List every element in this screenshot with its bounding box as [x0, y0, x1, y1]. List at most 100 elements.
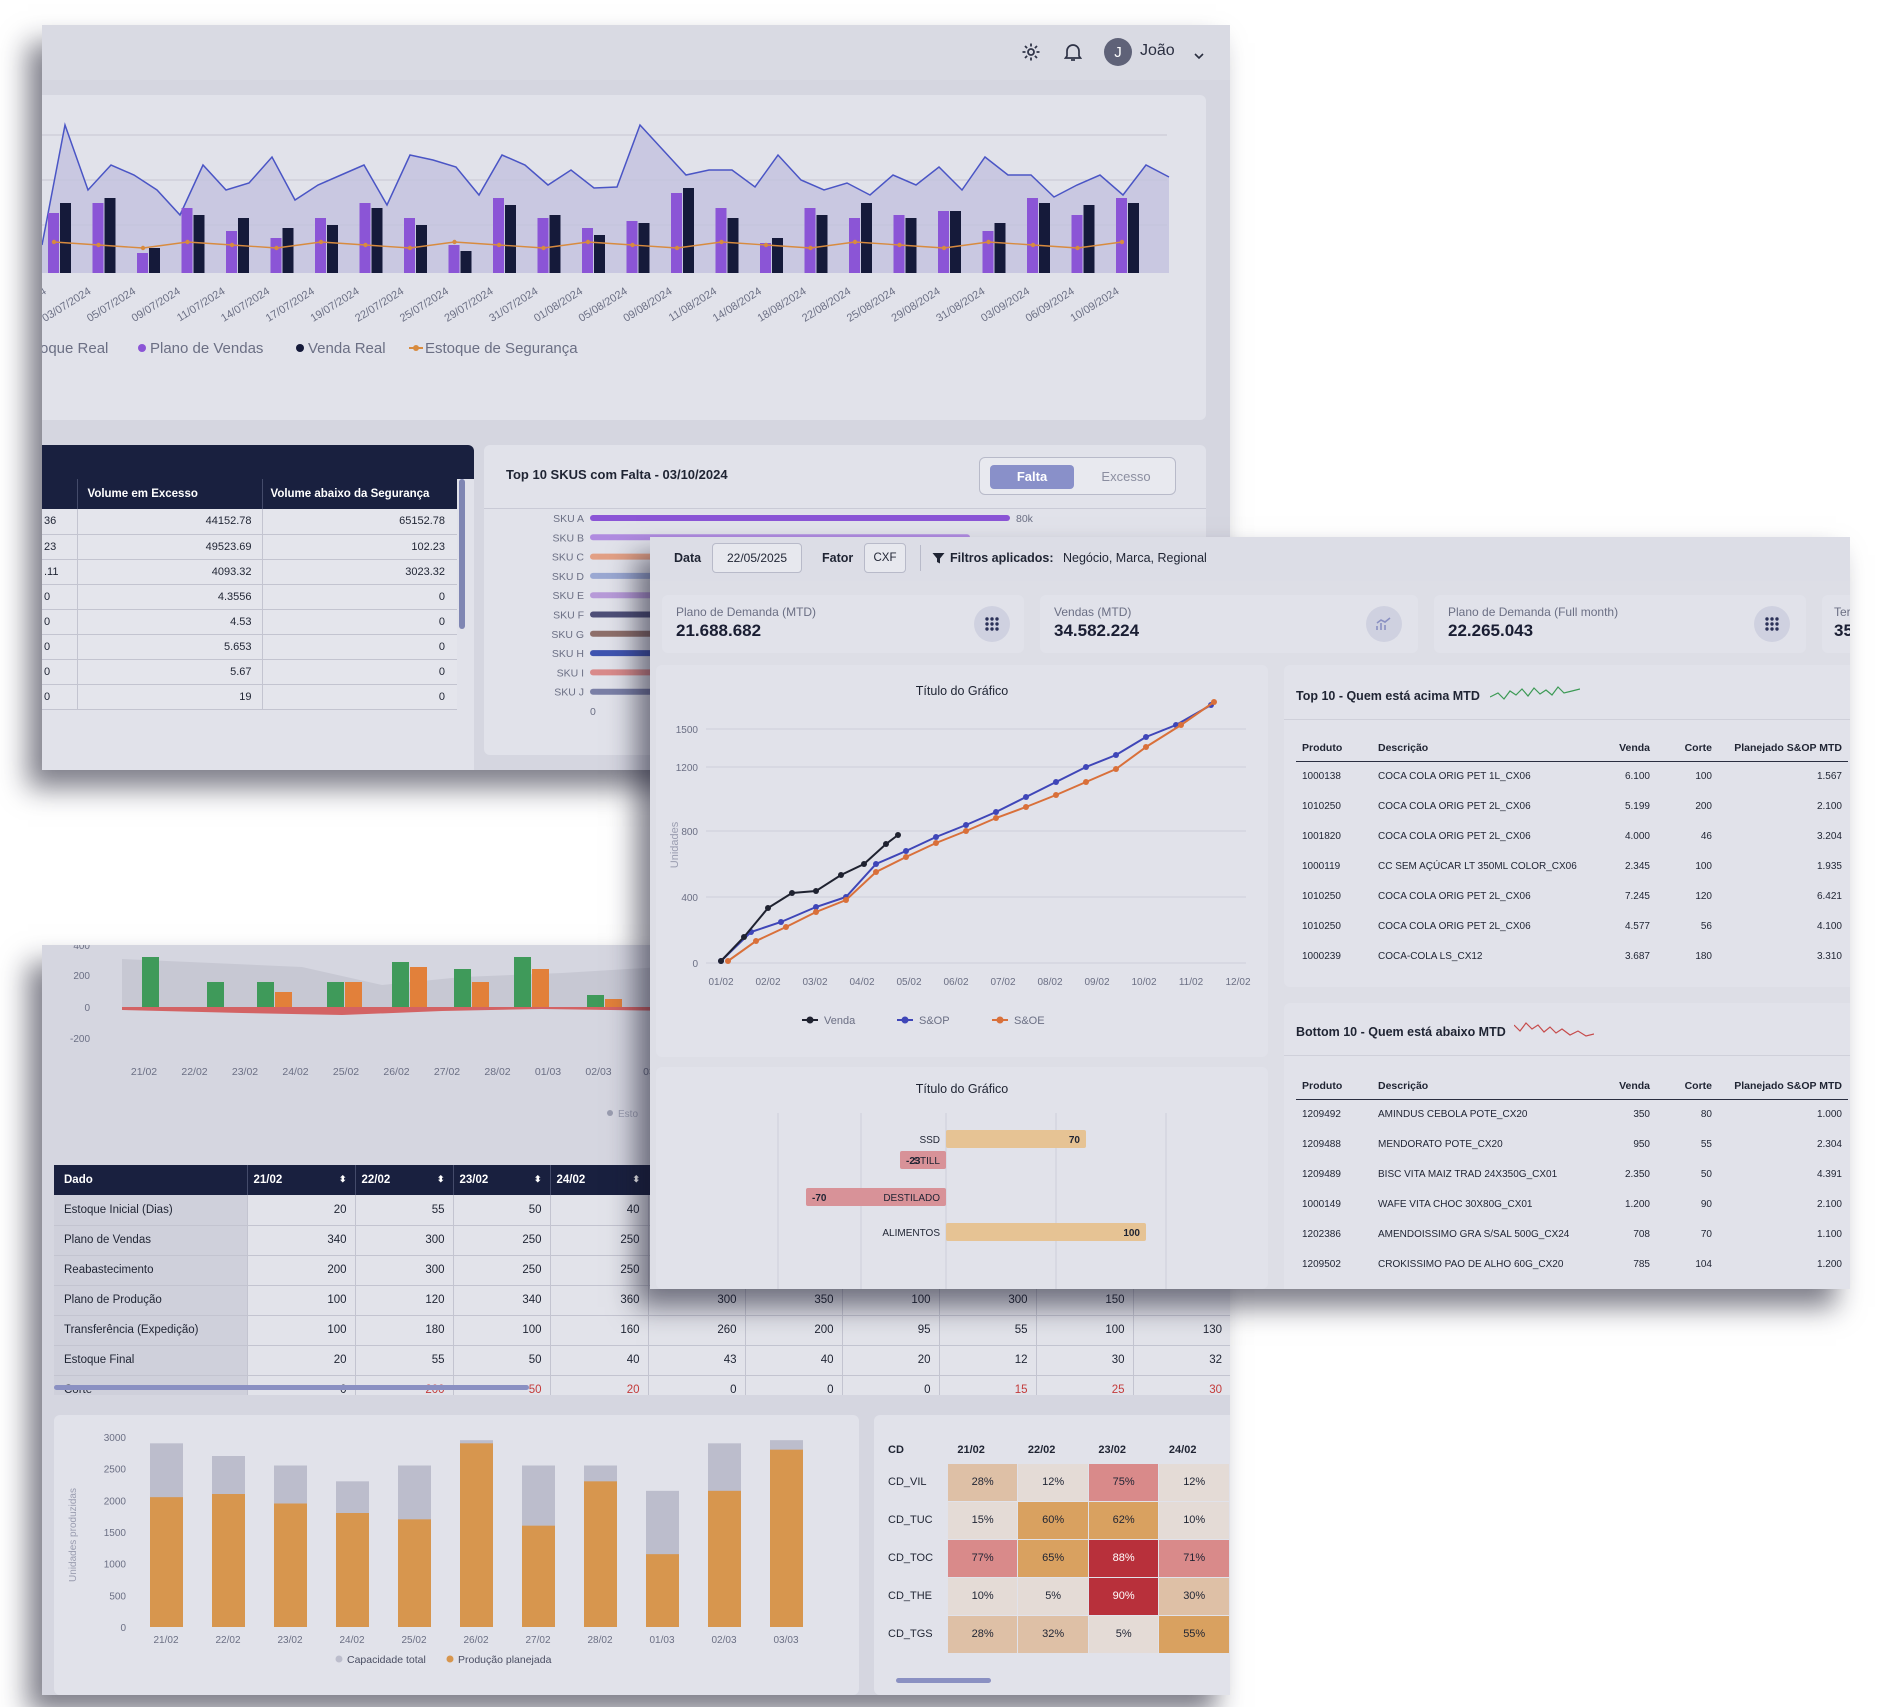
green-bar: [327, 982, 344, 1007]
top10-card: Top 10 - Quem está acima MTD Produto Desc…: [1284, 665, 1850, 987]
cell: 44152.78: [76, 509, 262, 534]
grid-icon[interactable]: [974, 606, 1010, 642]
x-tick-label: 26/02: [383, 1066, 409, 1078]
soe-point: [1113, 766, 1119, 772]
production-bar: [708, 1490, 741, 1627]
cell: 1000138: [1302, 770, 1341, 782]
soe-point: [963, 828, 969, 834]
sort-icon[interactable]: ⬍: [436, 1174, 445, 1184]
x-tick-label: 02/03: [585, 1066, 611, 1078]
cell: 785: [1633, 1258, 1650, 1270]
user-name[interactable]: João: [1140, 42, 1175, 59]
sop-point: [813, 904, 819, 910]
heatmap-header: CD 21/02 22/02 23/02 24/02: [886, 1437, 1230, 1463]
x-tick-label: 06/02: [943, 977, 968, 988]
heatmap-cell: 10%: [946, 1576, 1019, 1616]
row-label: Estoque Final: [54, 1345, 247, 1375]
venda-real-bar: [816, 215, 828, 273]
x-tick-label: 31/08/2024: [934, 285, 987, 324]
line-chart-card: Título do Gráfico 1500 1200 800 400 0 Unidades…: [656, 665, 1268, 1057]
x-tick-label: 10/02: [1131, 977, 1156, 988]
x-tick-label: 01/02: [708, 977, 733, 988]
legend-label: S&OP: [919, 1015, 950, 1027]
sop-point: [1083, 764, 1089, 770]
col-21-02[interactable]: 21/02 ⬍: [246, 1165, 355, 1195]
chevron-down-icon[interactable]: [1194, 47, 1204, 65]
gear-icon[interactable]: [1020, 41, 1042, 63]
cell: COCA COLA ORIG PET 2L_CX06: [1378, 890, 1531, 902]
cell: COCA COLA ORIG PET 2L_CX06: [1378, 920, 1531, 932]
inventory-dashboard-panel: J João 04/07/2024 03/07/2024 05/07/2024 09/…: [42, 25, 1230, 770]
col-22-02[interactable]: 22/02 ⬍: [354, 1165, 453, 1195]
x-tick-label: 02/02: [755, 977, 780, 988]
cell: 0: [44, 615, 51, 628]
legend-dot: [296, 344, 304, 352]
cell: 0: [261, 609, 457, 634]
table-row: 1000119 CC SEM AÇÚCAR LT 350ML COLOR_CX06…: [1296, 851, 1848, 881]
col-excess: Volume em Excesso: [76, 479, 262, 509]
safety-stock-point: [1030, 242, 1036, 248]
plano-vendas-bar: [1027, 198, 1038, 273]
heatmap-cell: 5%: [1087, 1614, 1160, 1654]
legend-label: Produção planejada: [458, 1654, 552, 1666]
col-24-02[interactable]: 24/02 ⬍: [549, 1165, 648, 1195]
fator-select[interactable]: CXF: [864, 543, 906, 573]
y-tick-label: -200: [70, 1034, 90, 1045]
table-row: Transferência (Expedição) 100 180 100 160 260…: [54, 1315, 1230, 1345]
sop-point: [873, 861, 879, 867]
table-hscrollbar[interactable]: [54, 1385, 529, 1390]
plano-vendas-bar: [1116, 198, 1127, 273]
orange-bar: [410, 967, 427, 1007]
x-tick-label: 09/07/2024: [130, 285, 183, 324]
x-tick-label: 27/02: [525, 1635, 550, 1646]
legend-dot: [607, 1110, 613, 1116]
table-row: 1202386 AMENDOISSIMO GRA S/SAL 500G_CX24 7…: [1296, 1219, 1848, 1249]
heatmap-row: CD_TOC 77% 65% 88% 71%: [886, 1538, 1230, 1578]
venda-real-bar: [416, 225, 427, 273]
heatmap-col-header: 24/02: [1168, 1443, 1197, 1456]
cell: 4.3556: [76, 584, 262, 609]
cell: 0: [744, 1375, 842, 1395]
date-input[interactable]: 22/05/2025: [712, 543, 802, 573]
bell-icon[interactable]: [1062, 41, 1084, 63]
safety-stock-point: [229, 242, 235, 248]
toggle-falta[interactable]: Falta: [990, 465, 1074, 489]
cell: [1132, 1285, 1230, 1315]
stock-chart: 04/07/202403/07/202405/07/202409/07/2024…: [42, 122, 1170, 357]
col-dado: Dado: [64, 1174, 93, 1186]
bottom10-card: Bottom 10 - Quem está abaixo MTD Produto…: [1284, 1003, 1850, 1289]
avatar[interactable]: J: [1104, 38, 1132, 66]
cell: 4093.32: [76, 559, 262, 584]
cell: 1.100: [1816, 1228, 1842, 1240]
cell: MENDORATO POTE_CX20: [1378, 1138, 1503, 1150]
venda-real-bar: [193, 215, 205, 273]
cell: 340: [452, 1285, 550, 1315]
soe-point: [753, 938, 759, 944]
green-bar: [514, 957, 531, 1007]
venda-point: [741, 934, 747, 940]
grid-icon[interactable]: [1754, 606, 1790, 642]
x-tick-label: 11/07/2024: [175, 285, 227, 324]
soe-point: [1083, 779, 1089, 785]
heatmap-col-header: 21/02: [957, 1443, 985, 1456]
cell: 20: [549, 1375, 648, 1395]
sop-point: [993, 809, 999, 815]
safety-stock-point: [363, 242, 368, 248]
filter-icon[interactable]: [932, 552, 945, 570]
venda-real-bar: [460, 251, 472, 273]
sort-icon[interactable]: ⬍: [338, 1174, 347, 1184]
table-scrollbar[interactable]: [459, 479, 465, 629]
safety-stock-point: [541, 245, 546, 251]
sales-chart-icon[interactable]: [1366, 606, 1402, 642]
sort-icon[interactable]: ⬍: [533, 1174, 542, 1184]
x-tick-label: 11/08/2024: [667, 285, 719, 324]
toggle-excesso[interactable]: Excesso: [1101, 469, 1151, 484]
cell: 0: [44, 665, 51, 678]
col-23-02[interactable]: 23/02 ⬍: [452, 1165, 550, 1195]
heatmap-cell: 15%: [946, 1500, 1019, 1540]
cell: 260: [647, 1315, 745, 1345]
heatmap-scrollbar[interactable]: [896, 1678, 991, 1683]
x-tick-label: 23/02: [232, 1066, 258, 1078]
venda-real-bar: [727, 218, 739, 273]
sort-icon[interactable]: ⬍: [632, 1174, 640, 1184]
